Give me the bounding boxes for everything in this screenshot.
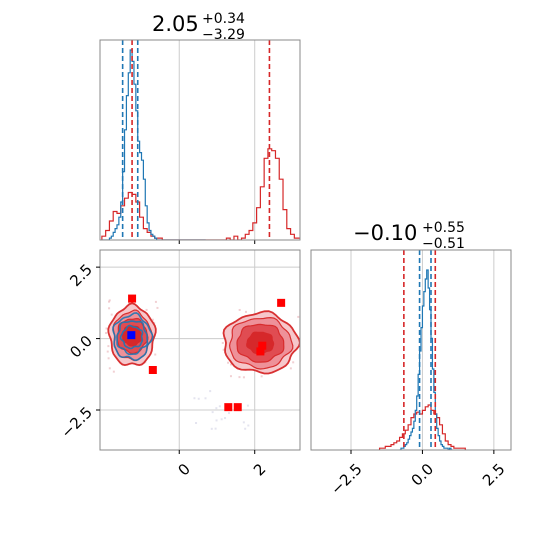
sample-point	[228, 412, 231, 415]
bottom-left-2d-panel: 2.50.0−2.50 2	[58, 249, 301, 480]
sample-point	[215, 407, 218, 410]
bottom-right-quantile-lines	[403, 250, 437, 450]
sample-point	[107, 345, 110, 348]
sample-point	[151, 318, 154, 321]
bottom-left-contours	[105, 294, 300, 430]
sample-point	[218, 405, 221, 408]
sample-point	[209, 390, 212, 393]
sample-point	[260, 375, 263, 378]
sample-point	[244, 427, 247, 430]
bottom-right-title-sup: +0.55	[422, 220, 465, 236]
top-left-histograms	[101, 49, 300, 240]
red-marker-1	[148, 366, 157, 374]
sample-point	[229, 375, 232, 378]
top-left-frame	[99, 39, 301, 241]
blue-contour-0	[112, 312, 154, 362]
sample-point	[145, 308, 148, 311]
sample-point	[128, 301, 131, 304]
sample-point	[108, 299, 111, 302]
sample-point	[292, 361, 295, 364]
sample-point	[105, 327, 108, 330]
bottom-right-histograms	[378, 269, 466, 450]
sample-point	[154, 300, 157, 303]
top-left-title-sub: −3.29	[202, 27, 245, 43]
sample-point	[214, 427, 217, 430]
red-marker-5	[258, 341, 267, 350]
bottom-right-frame	[310, 249, 512, 451]
sample-point	[215, 419, 218, 422]
sample-point	[221, 341, 224, 344]
bottom-left-frame	[99, 249, 301, 451]
sample-point	[195, 422, 198, 425]
sample-point	[107, 357, 110, 360]
sample-point	[110, 313, 113, 316]
red-marker-3	[233, 403, 242, 412]
blue-contour-2	[119, 324, 144, 350]
sample-point	[112, 370, 115, 373]
red-marker-6	[256, 347, 265, 356]
red-marker-2	[224, 403, 233, 412]
sample-point	[229, 363, 232, 366]
top-left-grid	[178, 40, 256, 240]
sample-point	[210, 427, 213, 430]
blue-marker-0	[127, 331, 136, 340]
sample-point	[156, 306, 159, 309]
sample-point	[244, 310, 247, 313]
sample-point	[238, 308, 241, 311]
sample-point	[224, 417, 227, 420]
top-left-title-sup: +0.34	[202, 11, 245, 27]
sample-point	[108, 367, 111, 370]
blue-contour-1	[116, 320, 149, 356]
red-marker-4	[277, 298, 286, 307]
bottom-right-grid	[350, 250, 495, 450]
sample-point	[211, 411, 214, 414]
sample-point	[108, 307, 111, 310]
sample-point	[297, 315, 300, 318]
bottom-right-hist-0	[378, 404, 466, 450]
sample-point	[289, 367, 292, 370]
sample-point	[108, 300, 111, 303]
sample-point	[197, 397, 200, 400]
top-left-hist-1	[101, 49, 206, 240]
sample-point	[106, 350, 109, 353]
sample-point	[154, 353, 157, 356]
sample-point	[242, 376, 245, 379]
sample-point	[105, 332, 108, 335]
top-left-title: 2.05	[152, 12, 199, 36]
sample-point	[247, 424, 250, 427]
sample-point	[220, 418, 223, 421]
sample-point	[204, 397, 207, 400]
sample-point	[238, 376, 241, 379]
top-left-hist-0	[101, 148, 300, 240]
sample-point	[227, 361, 230, 364]
bottom-right-title: −0.10	[353, 221, 417, 245]
sample-point	[222, 348, 225, 351]
sample-point	[193, 397, 196, 400]
bottom-right-title-sub: −0.51	[422, 236, 465, 252]
top-left-histogram-panel: 2.05 +0.34 −3.29	[99, 11, 301, 244]
top-left-quantile-lines	[121, 40, 271, 244]
red-marker-0	[128, 294, 137, 303]
bottom-right-hist-1	[399, 269, 453, 450]
sample-point	[246, 404, 249, 407]
sample-point	[242, 421, 245, 424]
